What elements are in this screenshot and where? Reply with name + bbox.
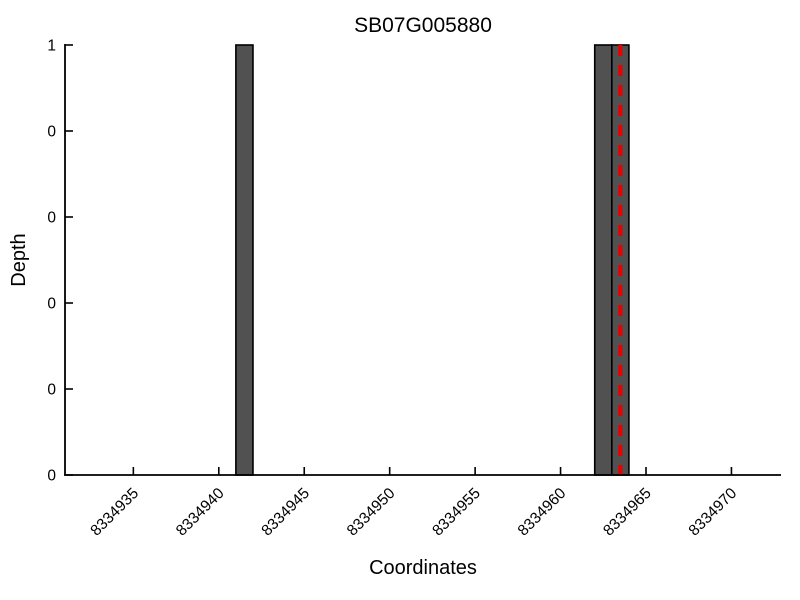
y-axis-label: Depth <box>8 233 30 286</box>
y-ticks-group: 0 0 0 0 0 1 <box>47 38 73 485</box>
depth-bar <box>593 44 613 476</box>
x-tick-label: 8334955 <box>429 485 484 540</box>
x-tick-label: 8334970 <box>686 485 741 540</box>
x-tick-label: 8334965 <box>600 485 655 540</box>
y-tick-label: 1 <box>47 38 56 55</box>
y-tick-label: 0 <box>47 468 56 485</box>
bars-group <box>235 44 630 476</box>
y-tick-label: 0 <box>47 382 56 399</box>
x-tick-label: 8334950 <box>344 485 399 540</box>
x-tick-label: 8334935 <box>87 485 142 540</box>
y-tick-label: 0 <box>47 296 56 313</box>
x-tick-label: 8334945 <box>258 485 313 540</box>
x-ticks-group: 8334935 8334940 8334945 8334950 8334955 83349… <box>87 467 741 540</box>
y-tick-label: 0 <box>47 124 56 141</box>
chart-title: SB07G005880 <box>354 14 492 37</box>
depth-bar <box>235 44 254 476</box>
y-tick-label: 0 <box>47 210 56 227</box>
x-tick-label: 8334940 <box>173 485 228 540</box>
x-tick-label: 8334960 <box>515 485 570 540</box>
x-axis-label: Coordinates <box>369 557 477 579</box>
